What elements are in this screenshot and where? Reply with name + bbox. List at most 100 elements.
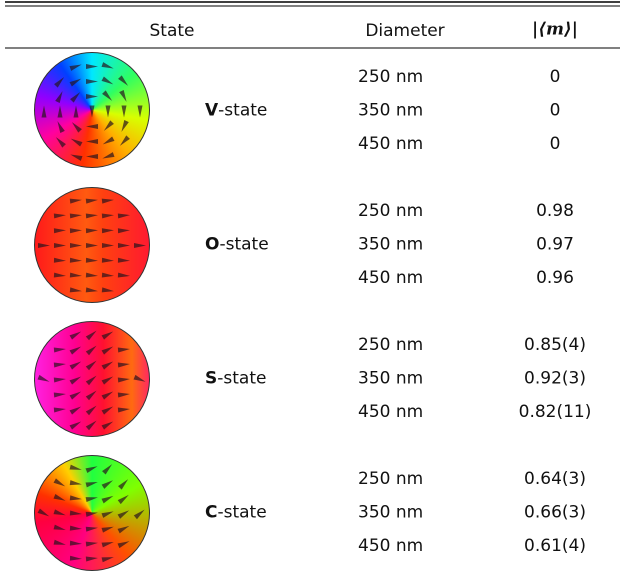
arrow (69, 64, 82, 71)
state-letter: V (205, 101, 219, 121)
magnetization-cell: 0.61(4) (524, 536, 586, 556)
magnetization-cell: 0.82(11) (519, 402, 592, 422)
arrow (85, 390, 97, 401)
arrow (85, 482, 98, 488)
arrow (69, 510, 82, 516)
arrow (53, 478, 66, 487)
arrow (101, 557, 114, 563)
arrow (71, 122, 82, 133)
arrow (86, 243, 98, 248)
arrow (101, 406, 114, 415)
arrow (69, 421, 82, 430)
arrow (85, 257, 98, 263)
magnetization-cell: 0.66(3) (524, 503, 586, 523)
arrow (53, 524, 66, 531)
arrow (69, 464, 82, 470)
arrow (37, 508, 50, 517)
arrow (101, 198, 114, 204)
diameter-cell: 250 nm (358, 201, 423, 221)
arrow (85, 287, 98, 293)
header-cell: State (150, 21, 195, 41)
arrow (69, 480, 82, 486)
arrow (118, 479, 129, 490)
arrow (101, 76, 114, 85)
arrow (53, 362, 66, 368)
arrow (53, 257, 66, 263)
arrow (55, 137, 66, 148)
arrow (101, 376, 114, 385)
arrow (69, 361, 82, 370)
arrow (117, 525, 130, 534)
arrow (70, 154, 83, 161)
diameter-cell: 450 nm (358, 268, 423, 288)
arrow (69, 495, 82, 501)
arrow (70, 138, 83, 147)
state-label: S-state (205, 369, 266, 389)
arrow (85, 198, 98, 204)
arrow (69, 78, 82, 87)
arrow (85, 420, 97, 431)
arrow (69, 346, 82, 355)
arrow (53, 493, 66, 501)
arrow (102, 152, 115, 159)
arrow (133, 509, 145, 520)
arrow (117, 494, 129, 505)
diameter-cell: 350 nm (358, 503, 423, 523)
arrow (117, 510, 130, 519)
arrow (57, 121, 65, 133)
arrow (101, 62, 114, 69)
arrow (101, 272, 114, 278)
state-letter: C (205, 503, 217, 523)
magnetization-cell: 0 (550, 134, 561, 154)
diameter-cell: 250 nm (358, 335, 423, 355)
arrow (37, 374, 50, 382)
arrow (102, 243, 114, 248)
arrow (117, 213, 130, 219)
arrow (101, 526, 114, 533)
arrow (53, 213, 66, 219)
diameter-cell: 350 nm (358, 101, 423, 121)
arrow (121, 105, 127, 118)
arrow (41, 105, 47, 118)
diameter-cell: 450 nm (358, 536, 423, 556)
arrow (117, 407, 130, 413)
arrow (119, 135, 130, 146)
arrow (86, 64, 98, 69)
arrow (53, 228, 66, 234)
arrow (101, 421, 114, 430)
arrow (86, 139, 98, 144)
arrow (101, 287, 114, 293)
arrow (69, 198, 82, 204)
arrow (69, 406, 82, 415)
magnetization-cell: 0.85(4) (524, 335, 586, 355)
arrow (101, 511, 114, 518)
arrow (137, 105, 143, 118)
arrow (101, 331, 114, 340)
arrow (105, 105, 111, 118)
arrow (101, 495, 114, 504)
state-suffix: -state (218, 101, 267, 121)
arrow (85, 541, 98, 547)
diameter-cell: 450 nm (358, 134, 423, 154)
arrow (69, 376, 82, 385)
arrow (53, 347, 66, 353)
arrow (117, 377, 130, 383)
arrow (69, 391, 82, 400)
arrow (69, 540, 82, 546)
arrow (54, 77, 65, 88)
magnetization-cell: 0.64(3) (524, 469, 586, 489)
arrow (69, 525, 82, 531)
arrow (85, 272, 98, 278)
arrow (85, 511, 98, 517)
arrow (70, 243, 82, 248)
arrow (85, 345, 97, 356)
arrow (53, 407, 66, 413)
state-label: O-state (205, 235, 269, 255)
arrow (121, 120, 129, 132)
state-label: V-state (205, 101, 267, 121)
arrow (53, 539, 66, 545)
arrow (85, 375, 97, 386)
arrow (86, 79, 98, 84)
diameter-cell: 250 nm (358, 67, 423, 87)
